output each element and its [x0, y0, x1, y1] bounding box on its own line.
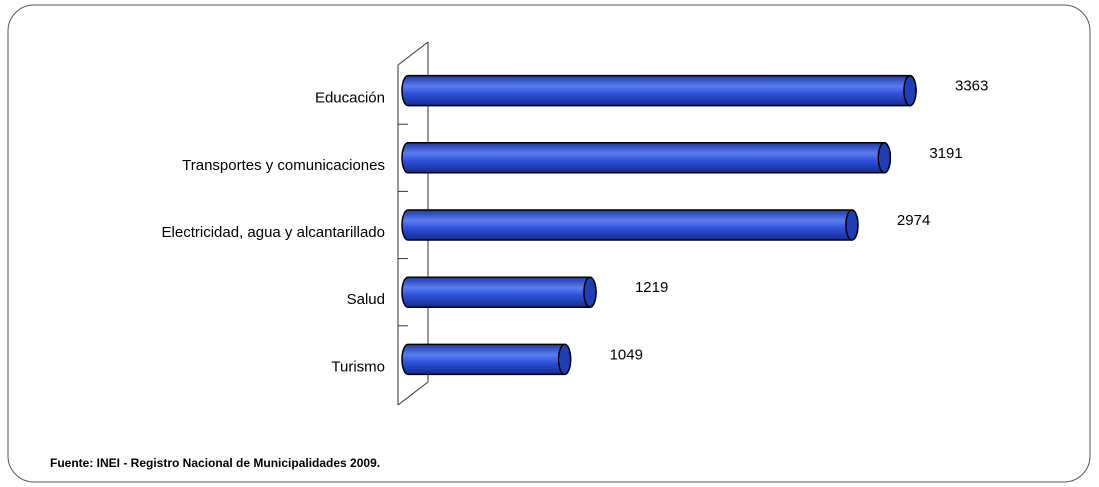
bar [401, 74, 917, 107]
bar-cap [877, 142, 892, 174]
frame [7, 4, 1091, 483]
category-label: Salud [347, 291, 385, 308]
bar [401, 142, 892, 174]
bar [401, 276, 597, 308]
category-label: Electricidad, agua y alcantarillado [162, 224, 385, 241]
value-label: 3363 [955, 78, 988, 95]
source-note: Fuente: INEI - Registro Nacional de Muni… [50, 456, 380, 470]
bar [401, 209, 859, 241]
category-label: Turismo [331, 358, 385, 375]
category-label: Educación [315, 90, 385, 107]
bar-cap [903, 74, 917, 107]
bar-cap [845, 209, 859, 241]
value-label: 3191 [929, 145, 962, 162]
value-label: 1049 [610, 346, 643, 363]
value-label: 2974 [897, 212, 930, 229]
bar-cap [583, 276, 597, 308]
value-label: 1219 [635, 279, 668, 296]
bar-cap [557, 343, 572, 376]
bar [401, 343, 572, 376]
category-label: Transportes y comunicaciones [182, 157, 385, 174]
